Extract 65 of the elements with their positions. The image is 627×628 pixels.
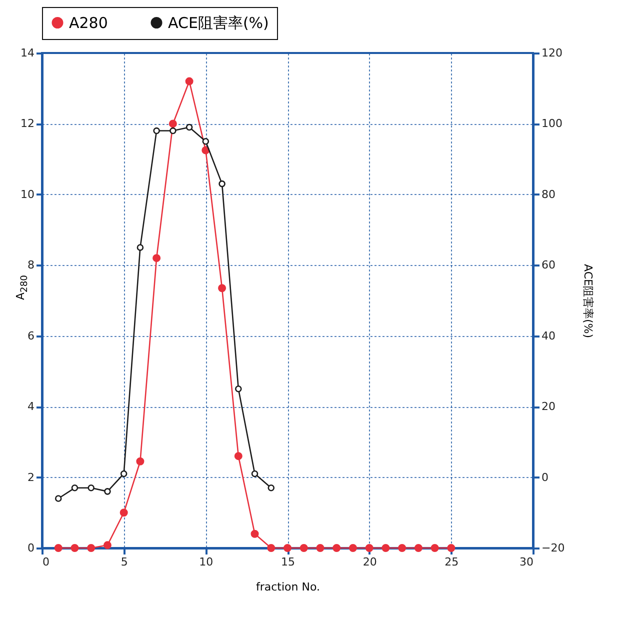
point (268, 484, 275, 492)
y-tick-label: 4 (28, 400, 34, 414)
point (136, 457, 144, 466)
point (430, 544, 439, 552)
point (365, 544, 374, 552)
y2-tick-label: 120 (542, 46, 562, 60)
point (168, 120, 177, 128)
point (235, 386, 242, 392)
point (120, 508, 128, 517)
x-tick-label: 30 (520, 556, 534, 568)
point (170, 127, 176, 134)
point (185, 77, 194, 86)
x-tick-label: 5 (120, 556, 128, 568)
point (88, 484, 94, 492)
point (103, 541, 112, 550)
y2-tick-label: 20 (542, 400, 556, 414)
x-tick-label: 20 (362, 556, 377, 568)
point (300, 544, 308, 552)
point (153, 127, 160, 134)
y2-tick-label: 100 (542, 117, 562, 130)
y2-tick-label: −20 (542, 542, 565, 554)
y-tick-label: 6 (28, 329, 34, 342)
y-tick-label: 14 (20, 46, 34, 60)
point (348, 544, 357, 552)
point (70, 544, 79, 552)
y-tick-label: 2 (28, 470, 34, 484)
point (152, 254, 161, 262)
point (332, 544, 341, 552)
point (104, 488, 111, 495)
x-tick-label: 25 (444, 556, 459, 568)
point (120, 470, 128, 478)
point (414, 544, 422, 552)
y2-tick-label: 40 (542, 329, 556, 342)
legend-label: ACE阻害率(%) (168, 14, 269, 32)
point (234, 452, 242, 460)
y-tick-label: 8 (28, 258, 34, 272)
legend-label: A280 (69, 14, 108, 32)
y2-axis-title: ACE阻害率(%) (582, 264, 595, 338)
point (283, 544, 292, 552)
x-tick-label: 15 (281, 556, 295, 568)
y2-tick-label: 60 (542, 258, 556, 272)
point (218, 284, 226, 292)
point (202, 138, 210, 145)
x-axis-title: fraction No. (256, 580, 320, 594)
point (250, 530, 259, 538)
point (251, 470, 258, 478)
point (54, 495, 62, 502)
point (398, 544, 406, 552)
y-tick-label: 10 (20, 188, 34, 201)
y2-tick-label: 80 (542, 188, 556, 201)
point (267, 544, 276, 552)
point (136, 244, 144, 251)
point (447, 544, 456, 552)
point (71, 484, 78, 492)
point (54, 544, 62, 552)
point (382, 544, 390, 552)
point (218, 180, 226, 188)
y-tick-label: 0 (28, 542, 34, 554)
y2-tick-label: 0 (542, 470, 548, 484)
point (316, 544, 324, 552)
x-tick-label: 0 (42, 556, 50, 568)
point (186, 124, 193, 131)
x-tick-label: 10 (199, 556, 214, 568)
y-tick-label: 12 (20, 117, 34, 130)
point (87, 544, 96, 552)
